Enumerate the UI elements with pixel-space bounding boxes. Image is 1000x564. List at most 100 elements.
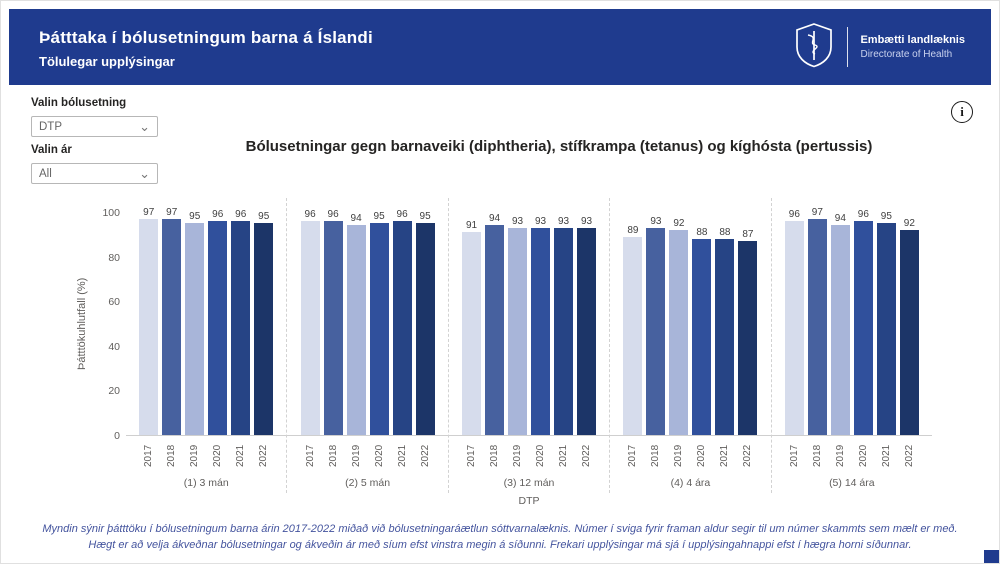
org-block: Embætti landlæknis Directorate of Health [793, 22, 965, 72]
bar[interactable] [346, 225, 366, 435]
vaccine-dropdown[interactable]: DTP ⌄ [31, 116, 158, 137]
bar[interactable] [853, 221, 873, 435]
bar-value-label: 95 [373, 211, 385, 222]
bar[interactable] [784, 221, 804, 435]
year-tick-label: 2018 [166, 444, 178, 468]
y-tick-label: 100 [102, 207, 120, 219]
bar[interactable] [738, 241, 758, 435]
year-filter-label: Valin ár [31, 144, 72, 156]
bar[interactable] [646, 228, 666, 435]
bar[interactable] [899, 230, 919, 435]
bar-column: 96 [231, 209, 251, 435]
bar-value-label: 96 [857, 209, 869, 220]
bar-column: 95 [254, 211, 274, 435]
year-tick-label: 2018 [489, 444, 501, 468]
bar[interactable] [508, 228, 528, 435]
year-tick-label: 2019 [350, 444, 362, 468]
year-tick-label: 2022 [258, 444, 270, 468]
bar-value-label: 93 [534, 216, 547, 227]
corner-accent [984, 550, 999, 563]
y-axis-title: Þátttökuhlutfall (%) [76, 277, 88, 370]
year-tick-label: 2020 [535, 444, 547, 468]
bar[interactable] [392, 221, 412, 435]
bar[interactable] [369, 223, 389, 435]
bar-column: 88 [692, 227, 712, 435]
bar[interactable] [208, 221, 228, 435]
vaccine-filter-label: Valin bólusetning [31, 97, 127, 109]
bar-column: 93 [508, 216, 528, 435]
bar-group: 96 96 94 95 96 95 2017 2018 2019 2020 2021 2022 (2) … [286, 198, 448, 493]
header-divider [847, 27, 849, 67]
bar[interactable] [323, 221, 343, 435]
bar-column: 95 [876, 211, 896, 435]
year-tick-label: 2017 [304, 444, 316, 468]
bar-group: 91 94 93 93 93 93 2017 2018 2019 2020 2021 2022 (3) … [447, 198, 610, 493]
bar-group: 89 93 92 88 88 87 2017 2018 2019 2020 2021 2022 (4) … [609, 198, 771, 493]
year-tick-label: 2019 [834, 444, 846, 468]
year-tick-label: 2020 [373, 444, 385, 468]
year-tick-label: 2021 [235, 444, 247, 468]
age-group-label: (4) 4 ára [670, 477, 711, 489]
page-title: Þátttaka í bólusetningum barna á Íslandi [39, 28, 373, 47]
info-button[interactable]: i [951, 101, 973, 123]
bar-value-label: 96 [304, 209, 316, 220]
bar[interactable] [669, 230, 689, 435]
bar[interactable] [692, 239, 712, 435]
bar-value-label: 94 [488, 213, 501, 224]
bar-column: 87 [738, 229, 758, 435]
year-dropdown[interactable]: All ⌄ [31, 163, 158, 184]
year-tick-label: 2018 [650, 444, 662, 468]
bar[interactable] [415, 223, 435, 435]
year-tick-label: 2021 [719, 444, 731, 468]
year-tick-label: 2020 [857, 444, 869, 468]
bar[interactable] [531, 228, 551, 435]
bar[interactable] [139, 219, 159, 435]
bar[interactable] [162, 219, 182, 435]
age-group-label: (5) 14 ára [829, 477, 875, 489]
chevron-down-icon: ⌄ [139, 165, 150, 181]
bar-column: 93 [646, 216, 666, 435]
y-axis-ticks: 0 20 40 60 80 100 [94, 207, 124, 442]
bar-value-label: 88 [696, 227, 708, 238]
bar-column: 95 [185, 211, 205, 435]
bar-value-label: 94 [350, 213, 362, 224]
bar[interactable] [830, 225, 850, 435]
year-tick-label: 2021 [880, 444, 892, 468]
year-tick-label: 2017 [466, 444, 478, 468]
bar-column: 96 [208, 209, 228, 435]
bar[interactable] [554, 228, 574, 435]
year-tick-label: 2021 [396, 444, 408, 468]
age-group-label: (2) 5 mán [345, 477, 391, 489]
bar-column: 96 [392, 209, 412, 435]
bar-value-label: 95 [419, 211, 431, 222]
bar-column: 93 [531, 216, 551, 435]
bar-value-label: 95 [258, 211, 270, 222]
bar[interactable] [715, 239, 735, 435]
bar-value-label: 95 [880, 211, 892, 222]
bar[interactable] [876, 223, 896, 435]
bar[interactable] [485, 225, 505, 435]
bar[interactable] [623, 237, 643, 435]
bar[interactable] [807, 219, 827, 435]
bar[interactable] [462, 232, 482, 435]
bar[interactable] [231, 221, 251, 435]
bar-column: 94 [830, 213, 850, 435]
bar-value-label: 87 [742, 229, 754, 240]
bar-value-label: 96 [788, 209, 800, 220]
bar[interactable] [254, 223, 274, 435]
year-tick-label: 2017 [627, 444, 639, 468]
bar[interactable] [577, 228, 597, 435]
bar-column: 97 [139, 207, 159, 435]
chart-title: Bólusetningar gegn barnaveiki (diphtheri… [245, 138, 873, 155]
bar-column: 92 [669, 218, 689, 435]
bar-value-label: 92 [903, 218, 915, 229]
year-tick-label: 2021 [558, 444, 570, 468]
bar-column: 96 [300, 209, 320, 435]
bar[interactable] [300, 221, 320, 435]
year-tick-label: 2022 [419, 444, 431, 468]
year-tick-label: 2022 [581, 444, 593, 468]
bar-column: 93 [554, 216, 574, 435]
x-axis-title: DTP [518, 495, 540, 507]
bar[interactable] [185, 223, 205, 435]
bar-column: 89 [623, 225, 643, 435]
